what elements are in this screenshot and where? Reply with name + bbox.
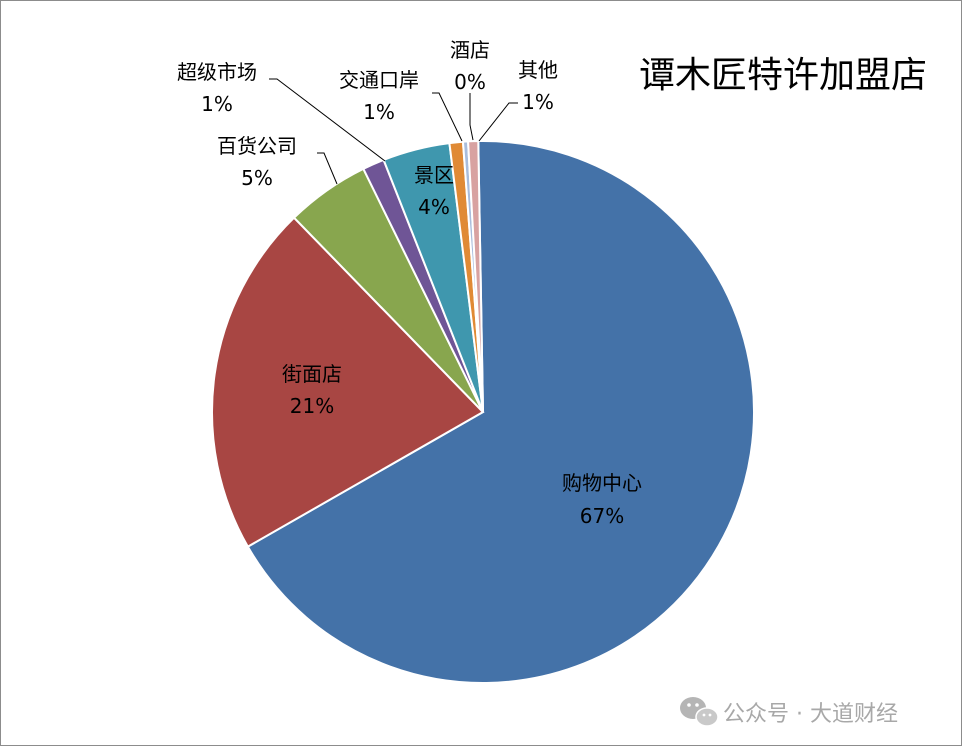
label-pct-hotel: 0% [454, 70, 486, 94]
watermark: 公众号 · 大道财经 [680, 697, 898, 727]
leader-line-supermarket [269, 78, 386, 162]
label-pct-transport-port: 1% [363, 100, 395, 124]
label-pct-other: 1% [522, 90, 554, 114]
label-name-supermarket: 超级市场 [177, 60, 257, 84]
leader-line-other [478, 102, 518, 142]
label-name-shopping-center: 购物中心 [562, 471, 642, 495]
label-name-other: 其他 [518, 58, 558, 82]
label-pct-department-store: 5% [241, 166, 273, 190]
label-pct-scenic-area: 4% [418, 195, 450, 219]
pie-slice-shopping-center [246, 140, 755, 684]
label-name-hotel: 酒店 [450, 38, 490, 62]
pie-slices [211, 140, 755, 684]
label-pct-street-store: 21% [290, 394, 334, 418]
label-name-scenic-area: 景区 [414, 163, 454, 187]
label-name-department-store: 百货公司 [217, 134, 297, 158]
leader-line-transport-port [432, 92, 463, 142]
pie-slice-street-store [211, 216, 485, 549]
label-name-street-store: 街面店 [282, 362, 342, 386]
leader-line-department-store [317, 152, 338, 185]
label-name-transport-port: 交通口岸 [339, 68, 419, 92]
pie-slice-other [467, 140, 484, 413]
label-pct-shopping-center: 67% [580, 504, 624, 528]
leader-lines [269, 78, 518, 185]
leader-line-hotel [469, 93, 474, 141]
label-pct-supermarket: 1% [201, 92, 233, 116]
chart-title: 谭木匠特许加盟店 [639, 55, 927, 96]
data-labels: 购物中心 67% 街面店 21% 百货公司 5% 超级市场 1% 景区 4% 交… [177, 38, 642, 528]
wechat-icon [680, 697, 719, 727]
watermark-text: 公众号 · 大道财经 [723, 702, 898, 727]
